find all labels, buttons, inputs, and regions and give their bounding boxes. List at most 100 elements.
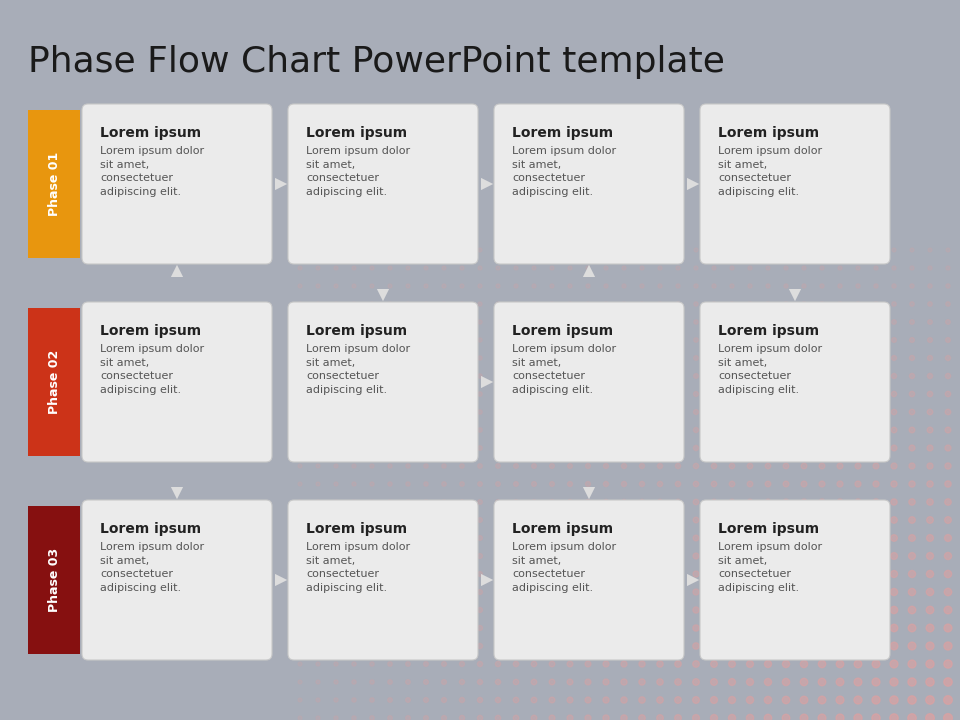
Circle shape [693,643,699,649]
Circle shape [872,678,880,686]
Circle shape [298,266,302,270]
Circle shape [747,642,754,649]
Circle shape [532,284,536,288]
Circle shape [550,374,554,378]
Circle shape [442,590,446,595]
Circle shape [477,626,483,631]
Circle shape [874,409,878,415]
Circle shape [370,356,374,360]
Circle shape [585,643,591,649]
Circle shape [622,266,626,270]
Circle shape [926,624,934,632]
Circle shape [676,392,681,397]
Circle shape [693,679,699,685]
Circle shape [658,410,662,415]
Circle shape [783,481,789,487]
Circle shape [567,446,572,451]
Circle shape [603,625,609,631]
Circle shape [622,392,626,397]
FancyBboxPatch shape [288,302,478,462]
Circle shape [639,464,644,469]
Circle shape [316,320,320,324]
Circle shape [352,266,356,270]
Circle shape [747,589,754,595]
Circle shape [765,535,771,541]
Circle shape [675,517,681,523]
Circle shape [352,518,356,522]
Circle shape [748,410,753,415]
Circle shape [298,500,302,504]
Circle shape [568,320,572,324]
Circle shape [765,481,771,487]
Circle shape [675,571,681,577]
Circle shape [909,481,915,487]
Circle shape [926,606,934,613]
Circle shape [783,517,789,523]
Circle shape [782,642,789,649]
Circle shape [836,714,844,720]
Circle shape [532,410,537,414]
Circle shape [550,410,554,414]
Circle shape [442,374,446,378]
Circle shape [873,481,879,487]
Circle shape [567,482,572,487]
Circle shape [460,626,465,631]
Circle shape [621,697,627,703]
Circle shape [729,607,735,613]
Circle shape [370,392,374,396]
Circle shape [477,590,483,595]
Circle shape [567,410,572,414]
Circle shape [370,716,374,720]
Circle shape [388,536,393,540]
Circle shape [747,660,754,667]
Circle shape [514,392,518,396]
Circle shape [639,482,644,487]
Circle shape [334,284,338,288]
Circle shape [927,302,932,306]
Circle shape [891,517,898,523]
Circle shape [783,320,788,324]
Circle shape [532,446,537,451]
Circle shape [388,374,392,378]
Circle shape [748,356,753,361]
Circle shape [711,481,717,487]
Circle shape [640,284,644,288]
Circle shape [676,320,681,324]
Circle shape [747,463,753,469]
Circle shape [819,427,825,433]
Circle shape [730,481,734,487]
Circle shape [927,427,933,433]
Circle shape [945,445,951,451]
Circle shape [711,499,717,505]
Text: Phase 02: Phase 02 [47,350,60,414]
Circle shape [298,590,302,594]
Circle shape [370,338,374,342]
Circle shape [478,320,482,324]
Circle shape [801,606,807,613]
Circle shape [334,590,338,594]
Circle shape [873,463,879,469]
Circle shape [639,356,644,360]
Circle shape [388,554,393,558]
Circle shape [423,626,428,631]
Circle shape [836,696,844,704]
Circle shape [388,248,392,252]
Circle shape [640,266,644,270]
Circle shape [334,500,338,504]
Circle shape [910,302,914,306]
Circle shape [802,392,806,397]
Circle shape [334,680,338,684]
Circle shape [909,391,915,397]
Circle shape [639,374,644,378]
Circle shape [946,284,950,288]
Circle shape [388,464,392,468]
Circle shape [819,553,826,559]
Circle shape [729,714,735,720]
Circle shape [945,552,951,559]
Circle shape [657,643,663,649]
Circle shape [658,284,662,288]
Circle shape [477,572,483,577]
Circle shape [892,302,897,306]
Circle shape [478,428,482,432]
Circle shape [352,428,356,432]
